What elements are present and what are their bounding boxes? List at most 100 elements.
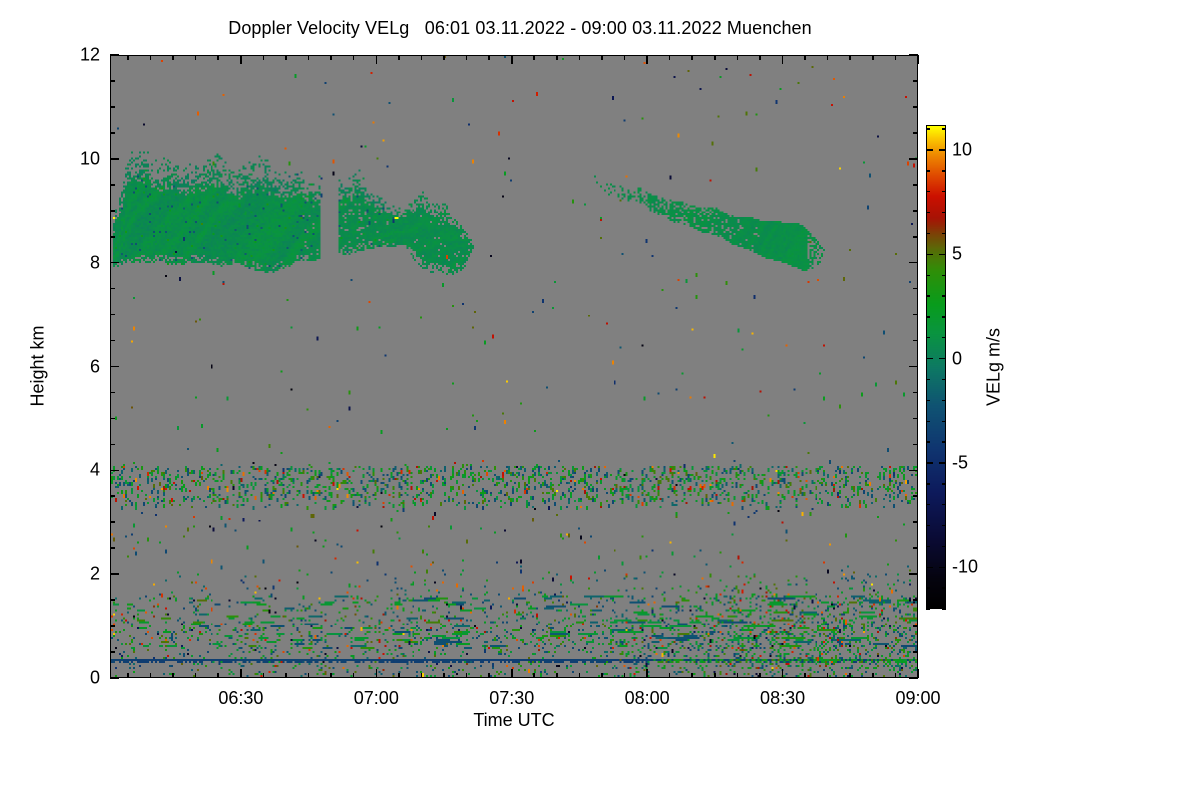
x-tick-major — [917, 55, 919, 64]
x-tick-major — [240, 669, 242, 678]
y-tick-minor — [913, 651, 918, 653]
x-tick-minor — [759, 673, 761, 678]
colorbar-tick-major — [939, 462, 946, 464]
x-tick-minor — [285, 673, 287, 678]
x-tick-minor — [713, 673, 716, 678]
x-tick-label: 07:30 — [489, 688, 535, 708]
y-tick-minor — [913, 521, 918, 524]
y-tick-minor — [110, 391, 115, 394]
x-tick-minor — [533, 673, 536, 678]
colorbar-tick-minor — [942, 399, 946, 402]
x-tick-label: 06:30 — [218, 688, 264, 708]
x-tick-minor — [285, 55, 287, 60]
x-tick-minor — [849, 673, 851, 678]
colorbar-tick-minor — [926, 399, 930, 402]
x-tick-minor — [172, 673, 174, 678]
y-tick-minor — [110, 339, 115, 342]
x-tick-minor — [262, 673, 265, 678]
y-tick-minor — [913, 80, 918, 82]
x-tick-label: 09:00 — [895, 688, 941, 708]
x-tick-major — [375, 669, 378, 678]
colorbar-tick-minor — [926, 232, 930, 235]
colorbar-tick-minor — [942, 608, 946, 610]
y-tick-minor — [913, 106, 918, 108]
colorbar-tick-minor — [942, 274, 946, 276]
y-tick-label: 0 — [89, 667, 100, 688]
x-tick-minor — [149, 55, 152, 60]
y-tick-major — [110, 261, 119, 264]
y-tick-major — [909, 158, 918, 160]
colorbar-tick-major — [926, 149, 933, 151]
y-tick-minor — [110, 651, 115, 653]
x-tick-minor — [555, 673, 558, 678]
y-tick-major — [110, 469, 119, 472]
colorbar-tick-major — [939, 149, 946, 151]
y-tick-minor — [913, 599, 918, 601]
y-tick-label: 6 — [89, 356, 100, 376]
x-tick-major — [781, 669, 784, 678]
x-tick-minor — [849, 55, 851, 60]
colorbar-tick-minor — [942, 378, 946, 381]
y-tick-minor — [913, 391, 918, 394]
x-tick-minor — [601, 673, 603, 678]
colorbar-tick-minor — [926, 295, 930, 297]
x-tick-minor — [668, 55, 671, 60]
x-tick-minor — [149, 673, 152, 678]
y-tick-minor — [913, 625, 918, 627]
x-tick-minor — [623, 673, 626, 678]
y-tick-major — [909, 469, 918, 472]
x-tick-minor — [668, 673, 671, 678]
x-tick-minor — [736, 55, 739, 60]
x-tick-major — [781, 55, 784, 64]
colorbar-tick-minor — [926, 483, 930, 485]
colorbar-tick-major — [939, 566, 946, 568]
x-tick-minor — [217, 55, 220, 60]
colorbar-tick-label: -10 — [952, 556, 979, 577]
y-tick-minor — [110, 183, 115, 186]
colorbar-tick-minor — [926, 608, 930, 610]
x-tick-minor — [420, 55, 423, 60]
y-tick-major — [110, 677, 119, 679]
colorbar-title: VELg m/s — [983, 327, 1004, 407]
y-tick-major — [909, 54, 918, 56]
x-tick-minor — [804, 55, 806, 60]
colorbar-tick-major — [939, 253, 946, 256]
y-axis-title: Height km — [27, 325, 48, 407]
x-tick-minor — [894, 55, 897, 60]
x-tick-minor — [736, 673, 739, 678]
y-tick-minor — [110, 106, 115, 108]
y-tick-minor — [913, 287, 918, 290]
x-tick-major — [375, 55, 378, 64]
colorbar-tick-minor — [926, 420, 930, 422]
y-tick-minor — [913, 132, 918, 134]
y-tick-minor — [110, 313, 115, 316]
x-tick-minor — [330, 55, 332, 60]
y-tick-minor — [913, 339, 918, 342]
y-tick-label: 10 — [79, 148, 100, 169]
colorbar-tick-minor — [926, 524, 930, 527]
y-tick-label: 4 — [89, 459, 100, 480]
y-tick-major — [909, 365, 918, 368]
x-tick-minor — [601, 55, 603, 60]
x-tick-minor — [307, 673, 310, 678]
y-tick-minor — [913, 235, 918, 238]
y-tick-minor — [110, 235, 115, 238]
colorbar-tick-minor — [926, 587, 930, 589]
y-tick-minor — [110, 80, 115, 82]
colorbar-tick-major — [939, 357, 946, 360]
colorbar-tick-major — [926, 357, 933, 360]
radar-heatmap-canvas — [111, 56, 917, 677]
colorbar-tick-minor — [926, 274, 930, 276]
colorbar-tick-minor — [926, 316, 930, 318]
x-tick-label: 08:30 — [760, 688, 806, 708]
x-tick-minor — [759, 55, 761, 60]
x-tick-label: 07:00 — [353, 688, 399, 708]
x-tick-minor — [194, 673, 197, 678]
y-tick-minor — [110, 547, 115, 549]
colorbar-tick-minor — [942, 295, 946, 297]
x-tick-label: 08:00 — [624, 688, 670, 708]
y-tick-major — [110, 54, 119, 56]
x-tick-minor — [826, 55, 829, 60]
x-tick-minor — [262, 55, 265, 60]
colorbar-tick-major — [926, 253, 933, 256]
